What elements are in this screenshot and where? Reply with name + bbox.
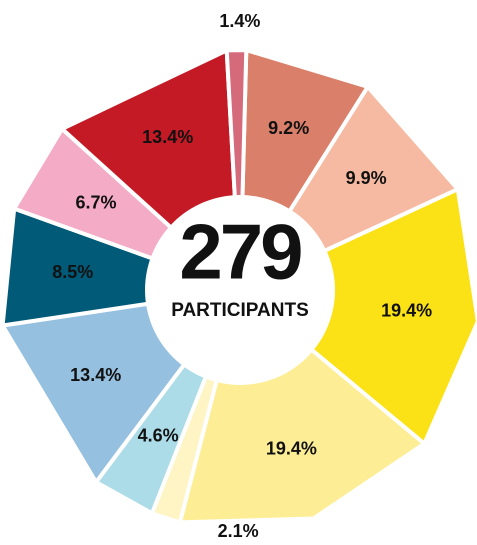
value-label: 9.2% [268, 118, 309, 138]
value-label: 19.4% [381, 301, 432, 321]
value-label: 13.4% [142, 127, 193, 147]
center-label: PARTICIPANTS [171, 300, 309, 321]
donut-hole [145, 195, 335, 385]
value-label: 6.7% [75, 192, 116, 212]
labels: 9.2% 9.9% 19.4% 19.4% 2.1% 4.6% 13.4% 8.5% 6.7% 1… [52, 11, 432, 541]
value-label: 1.4% [219, 11, 260, 31]
value-label: 2.1% [218, 521, 259, 541]
center-value: 279 [179, 208, 301, 296]
value-label: 9.9% [346, 168, 387, 188]
value-label: 19.4% [266, 439, 317, 459]
value-label: 8.5% [52, 262, 93, 282]
value-label: 4.6% [138, 425, 179, 445]
value-label: 13.4% [70, 365, 121, 385]
